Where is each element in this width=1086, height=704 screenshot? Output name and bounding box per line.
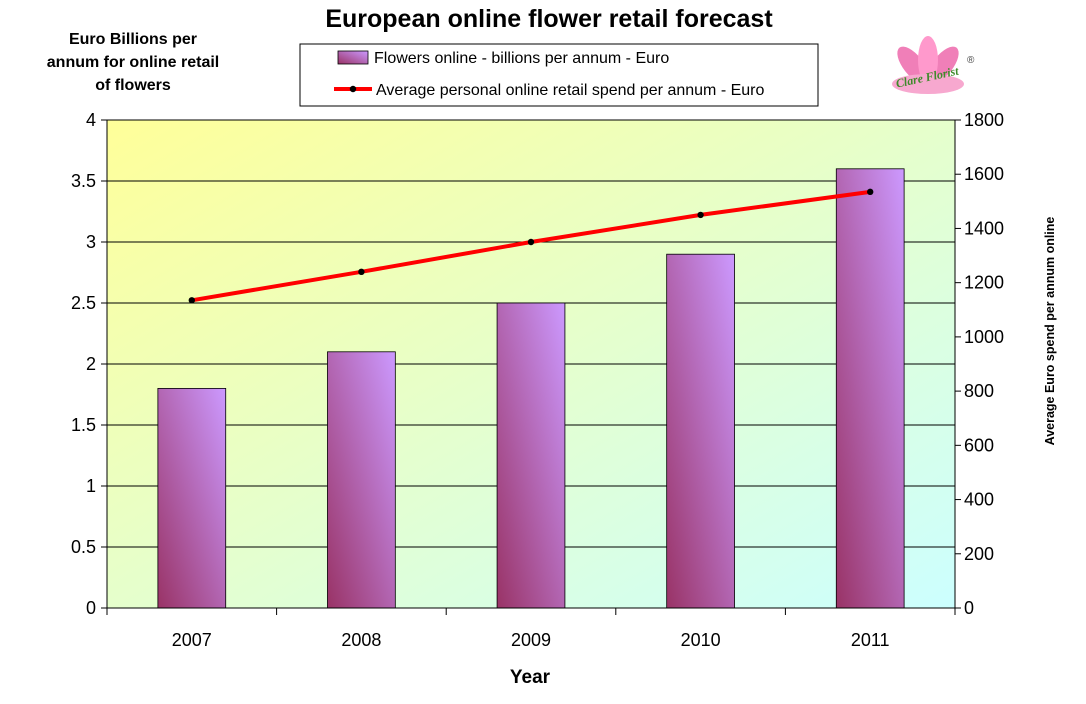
bar [666, 253, 735, 609]
bar-series [157, 168, 905, 609]
y2-tick-label: 800 [964, 381, 994, 401]
x-tick-label: 2010 [681, 630, 721, 650]
y-tick-label: 4 [86, 110, 96, 130]
y-tick-label: 3 [86, 232, 96, 252]
bar [496, 302, 566, 609]
y-tick-label: 1.5 [71, 415, 96, 435]
y2-tick-label: 1600 [964, 164, 1004, 184]
bar [327, 351, 396, 609]
ticks: 0 0.5 1 1.5 2 2.5 3 3.5 4 0 200 400 600 800 1000 1200 14… [71, 110, 1004, 650]
y2-tick-label: 1200 [964, 273, 1004, 293]
y2-tick-label: 1000 [964, 327, 1004, 347]
line-point [867, 188, 874, 196]
registered-mark: ® [967, 55, 975, 66]
x-tick-label: 2008 [341, 630, 381, 650]
y-tick-label: 1 [86, 476, 96, 496]
y2-axis-label: Average Euro spend per annum online [1043, 217, 1057, 446]
legend-bar-swatch [337, 50, 369, 65]
y2-tick-label: 600 [964, 435, 994, 455]
bar [835, 168, 905, 609]
line-point [188, 297, 195, 304]
legend-line-marker [349, 85, 357, 93]
y-tick-label: 0 [86, 598, 96, 618]
y-tick-label: 0.5 [71, 537, 96, 557]
line-point [527, 238, 535, 246]
y-axis-label-line-3: of flowers [95, 77, 171, 94]
x-axis-label: Year [510, 667, 551, 688]
line-point [697, 211, 704, 219]
y2-tick-label: 1400 [964, 218, 1004, 238]
x-tick-label: 2009 [511, 630, 551, 650]
line-series [188, 188, 874, 304]
x-tick-label: 2007 [172, 630, 212, 650]
legend-label-line: Average personal online retail spend per… [376, 82, 764, 99]
y-tick-label: 2 [86, 354, 96, 374]
chart-title: European online flower retail forecast [325, 5, 773, 33]
legend-label-bars: Flowers online - billions per annum - Eu… [374, 50, 669, 67]
y-tick-label: 3.5 [71, 171, 96, 191]
y2-tick-label: 0 [964, 598, 974, 618]
y2-tick-label: 200 [964, 544, 994, 564]
x-tick-label: 2011 [851, 630, 890, 650]
bar [157, 387, 227, 609]
y2-tick-label: 400 [964, 490, 994, 510]
flower-icon [892, 36, 964, 94]
y-axis-label-line-1: Euro Billions per [69, 31, 197, 48]
legend-box [299, 43, 819, 107]
legend: Flowers online - billions per annum - Eu… [299, 43, 819, 107]
y-tick-label: 2.5 [71, 293, 96, 313]
y-axis-label-line-2: annum for online retail [47, 54, 219, 71]
logo: Clare Florist ® [892, 36, 975, 94]
y2-tick-label: 1800 [964, 110, 1004, 130]
line-point [358, 268, 365, 276]
